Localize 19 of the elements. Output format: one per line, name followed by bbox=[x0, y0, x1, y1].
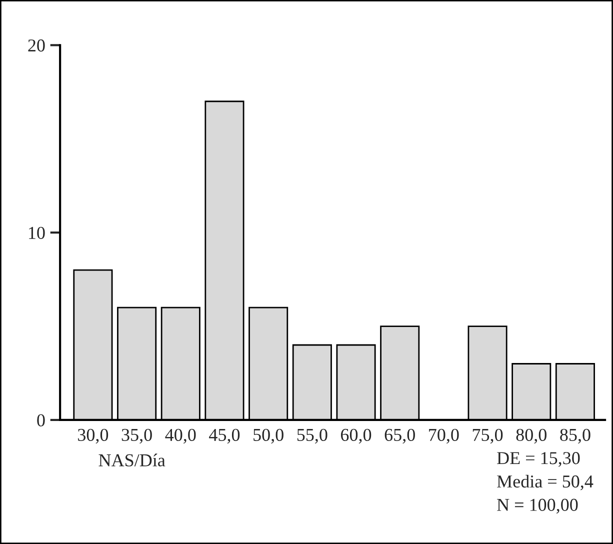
text: DE = 15,30 bbox=[497, 452, 580, 467]
x-tick-label: 60,0 bbox=[340, 428, 372, 444]
text: Media = 50,4 bbox=[497, 474, 594, 490]
x-tick-label: 65,0 bbox=[384, 428, 415, 444]
x-tick-label: 70,0 bbox=[429, 428, 459, 444]
x-axis-title: NAS/Día bbox=[98, 454, 166, 466]
x-tick-label: 40,0 bbox=[165, 428, 196, 444]
x-tick-label: 45,0 bbox=[209, 428, 240, 444]
x-tick-label: 80,0 bbox=[516, 428, 546, 444]
x-tick-label: 35,0 bbox=[122, 428, 152, 444]
x-tick-label: 85,0 bbox=[560, 428, 590, 444]
y-tick-label: 10 bbox=[29, 226, 45, 239]
x-tick-label: 55,0 bbox=[297, 428, 328, 444]
x-tick-label: 30,0 bbox=[78, 428, 108, 444]
text: N = 100,00 bbox=[497, 498, 578, 514]
y-tick-label: 20 bbox=[28, 39, 45, 52]
x-tick-label: 75,0 bbox=[472, 428, 503, 444]
x-tick-label: 50,0 bbox=[254, 428, 284, 444]
y-tick-label: 0 bbox=[37, 414, 45, 426]
